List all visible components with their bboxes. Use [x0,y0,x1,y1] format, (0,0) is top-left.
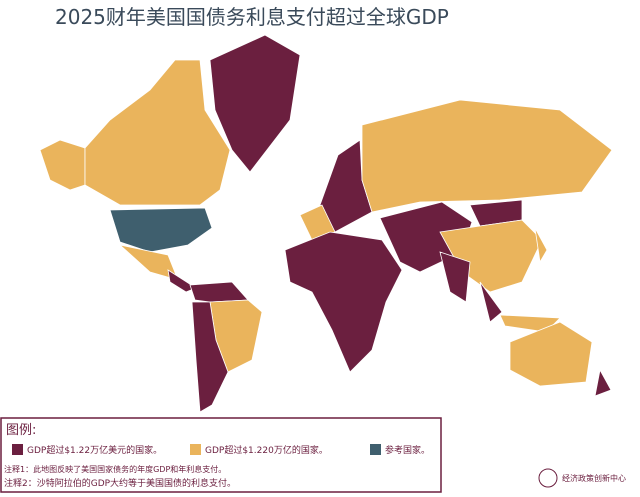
southeast-asia [479,281,503,323]
south-america-north [189,281,249,303]
logo-text: 经济政策创新中心 [562,473,626,483]
legend-label: GDP超过$1.220万亿的国家。 [205,444,328,456]
legend-swatch [12,444,23,455]
canada [84,59,231,206]
note: 注释2：沙特阿拉伯的GDP大约等于美国国债的利息支付。 [4,477,236,489]
legend-label: 参考国家。 [385,444,430,456]
title: 2025财年美国国债务利息支付超过全球GDP [55,5,449,29]
legend-swatch [370,444,381,455]
usa [109,207,213,253]
legend-label: GDP超过$1.22万亿美元的国家。 [27,444,162,456]
world-map [39,34,613,413]
logo-icon [538,468,558,488]
central-america [167,269,197,293]
alaska [39,139,86,191]
south-america-west [191,301,229,413]
russia [361,99,613,213]
australia [509,321,593,387]
note: 注释1：此地图反映了美国国家债务的年度GDP和年利息支付。 [4,464,226,474]
india [439,251,471,303]
legend-box [0,417,442,493]
legend: GDP超过$1.22万亿美元的国家。 GDP超过$1.220万亿的国家。 参考国家。 [12,444,430,456]
africa [284,231,403,373]
legend-title: 图例: [6,423,36,438]
western-europe [299,204,336,241]
legend-swatch [190,444,201,455]
new-zealand [594,368,612,397]
japan [534,227,548,264]
greenland [209,34,301,173]
